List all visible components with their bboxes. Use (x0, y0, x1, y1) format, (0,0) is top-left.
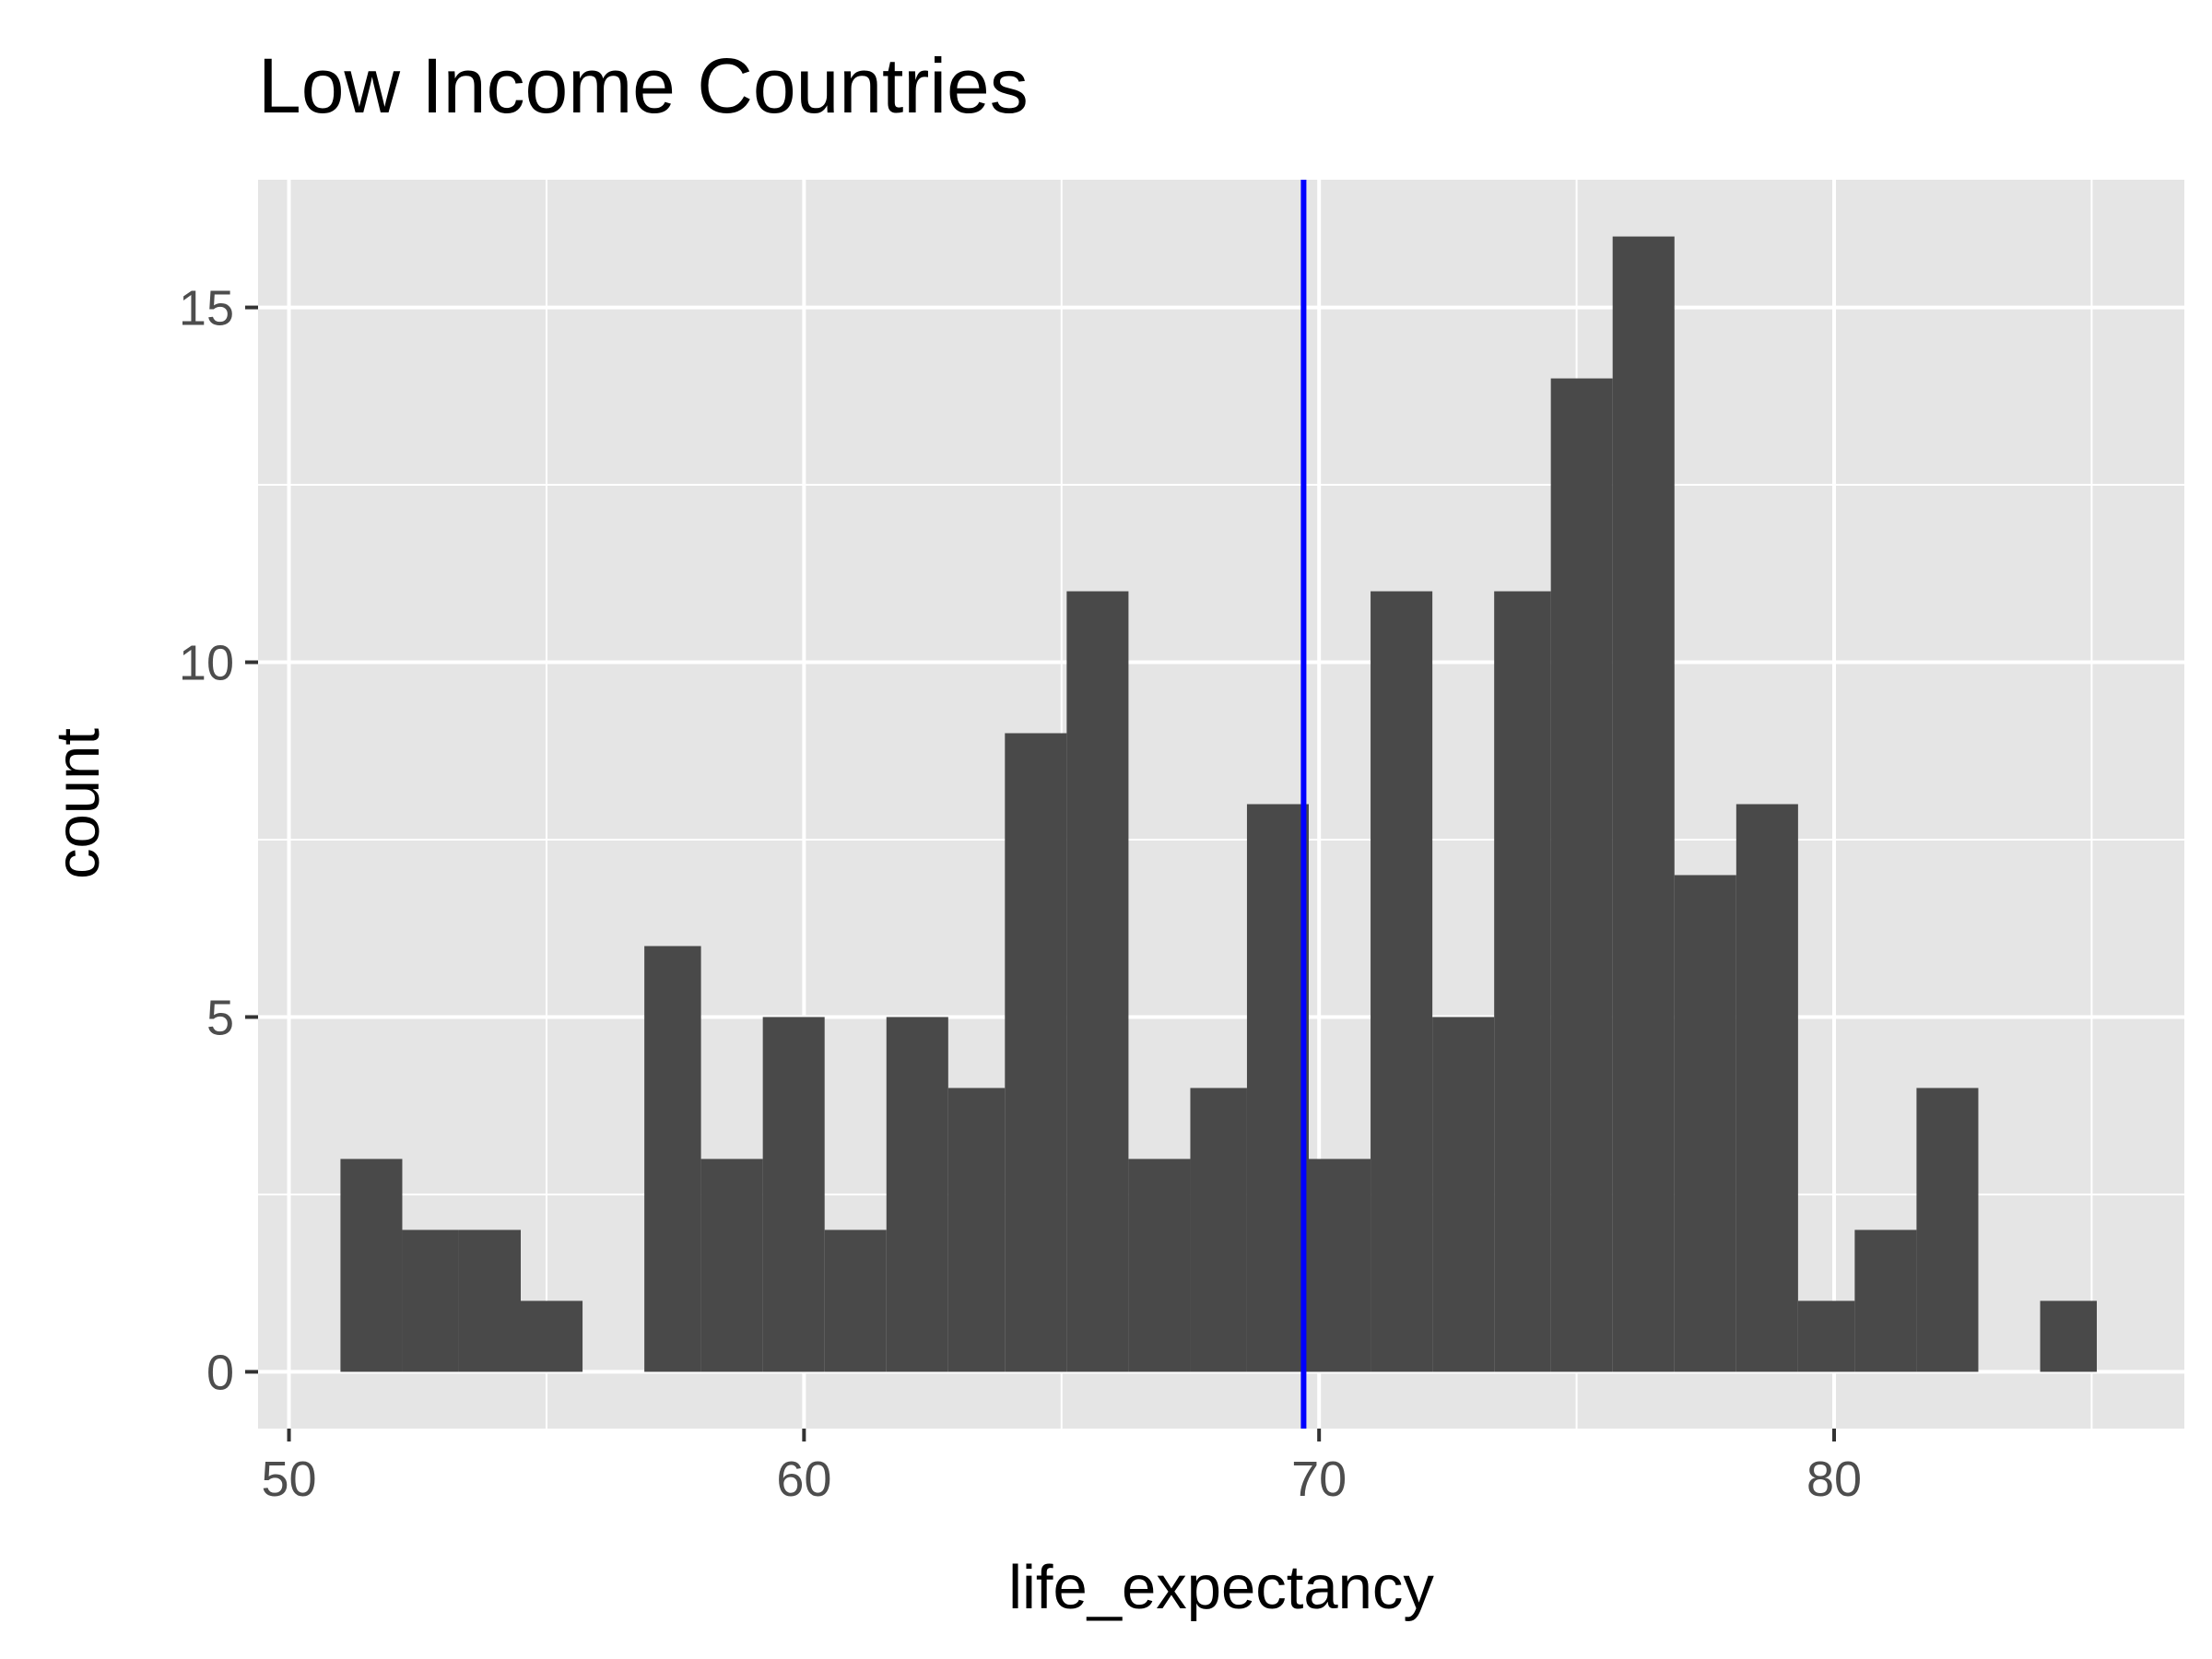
x-tick-label: 60 (776, 1452, 831, 1507)
histogram-bar (1854, 1230, 1917, 1372)
histogram-bar (1066, 591, 1129, 1372)
histogram-bar (1494, 591, 1551, 1372)
y-tick-label: 0 (206, 1345, 234, 1400)
histogram-bar (1309, 1159, 1371, 1372)
x-tick-label: 70 (1291, 1452, 1347, 1507)
histogram-bars (340, 236, 2097, 1372)
chart-title: Low Income Countries (258, 42, 1029, 129)
histogram-bar (1797, 1300, 1855, 1372)
x-axis-ticks: 50 60 70 80 (261, 1429, 1862, 1507)
histogram-bar (1674, 875, 1736, 1372)
histogram-bar (1916, 1088, 1979, 1372)
histogram-bar (1550, 378, 1613, 1372)
y-tick-label: 10 (179, 636, 234, 691)
histogram-bar (700, 1159, 763, 1372)
histogram-bar (644, 946, 701, 1372)
histogram-bar (1005, 733, 1067, 1372)
histogram-bar (1371, 591, 1433, 1372)
histogram-bar (1128, 1159, 1191, 1372)
y-axis-ticks: 0 5 10 15 (179, 281, 258, 1400)
y-tick-label: 15 (179, 281, 234, 336)
y-tick-label: 5 (206, 990, 234, 1045)
x-tick-label: 80 (1806, 1452, 1862, 1507)
histogram-bar (762, 1017, 825, 1372)
histogram-bar (886, 1017, 948, 1372)
histogram-bar (402, 1230, 459, 1372)
histogram-bar (1246, 804, 1309, 1372)
histogram-bar (1190, 1088, 1247, 1372)
histogram-bar (1612, 236, 1675, 1372)
x-tick-label: 50 (261, 1452, 316, 1507)
histogram-bar (340, 1159, 403, 1372)
histogram-bar (458, 1230, 521, 1372)
histogram-bar (521, 1300, 583, 1372)
histogram-bar (1735, 804, 1798, 1372)
histogram-bar (1432, 1017, 1495, 1372)
y-axis-title: count (43, 728, 112, 879)
histogram-bar (824, 1230, 887, 1372)
x-axis-title: life_expectancy (1008, 1553, 1434, 1622)
histogram-bar (2040, 1300, 2097, 1372)
histogram-bar (947, 1088, 1006, 1372)
